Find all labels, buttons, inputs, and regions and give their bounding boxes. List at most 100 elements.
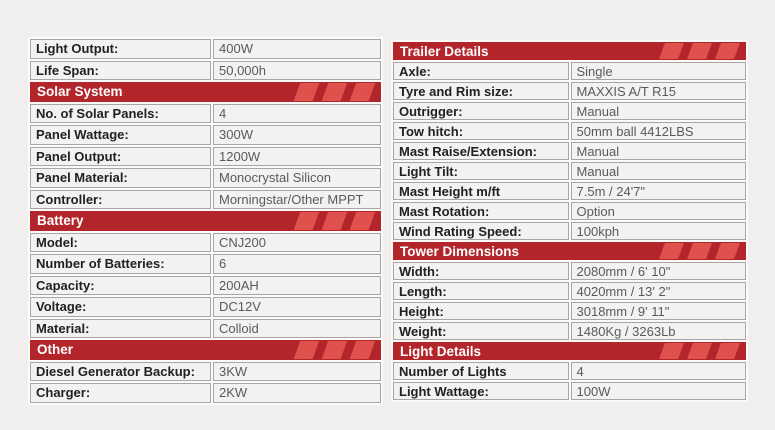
hazard-stripe-icon [321, 340, 348, 359]
spec-table-right: Trailer Details Axle: Single Tyre and Rim s… [391, 40, 748, 402]
spec-value: Manual [570, 102, 746, 120]
table-row: Panel Wattage: 300W [30, 125, 381, 145]
hazard-stripe-icon [293, 340, 320, 359]
table-row: Capacity: 200AH [30, 275, 381, 295]
spec-value: 50mm ball 4412LBS [570, 122, 746, 140]
spec-label: Model: [30, 232, 211, 252]
spec-value: CNJ200 [213, 232, 381, 252]
section-title: Battery [37, 213, 84, 229]
hazard-stripe-icon [714, 343, 741, 359]
hazard-stripe-icon [658, 243, 685, 259]
spec-value: 6 [213, 254, 381, 274]
spec-value: 3018mm / 9' 11" [570, 302, 746, 320]
section-header-row: Solar System [30, 82, 381, 102]
section-header: Other [30, 340, 381, 360]
spec-value: Manual [570, 142, 746, 160]
spec-label: Tyre and Rim size: [393, 82, 569, 100]
table-row: Light Tilt: Manual [393, 162, 746, 180]
spec-label: Charger: [30, 383, 211, 403]
table-row: Mast Rotation: Option [393, 202, 746, 220]
spec-label: Panel Material: [30, 168, 211, 188]
table-row: No. of Solar Panels: 4 [30, 103, 381, 123]
section-header: Light Details [393, 342, 746, 360]
table-row: Length: 4020mm / 13' 2" [393, 282, 746, 300]
spec-value: 1480Kg / 3263Lb [570, 322, 746, 340]
table-row: Width: 2080mm / 6' 10" [393, 262, 746, 280]
hazard-stripe-icon [714, 243, 741, 259]
spec-value: 4 [213, 103, 381, 123]
section-header: Tower Dimensions [393, 242, 746, 260]
table-row: Mast Raise/Extension: Manual [393, 142, 746, 160]
hazard-stripe-icon [686, 243, 713, 259]
spec-label: Material: [30, 318, 211, 338]
section-header-row: Battery [30, 211, 381, 231]
hazard-stripe-icon [349, 82, 376, 101]
table-row: Mast Height m/ft 7.5m / 24'7" [393, 182, 746, 200]
table-row: Outrigger: Manual [393, 102, 746, 120]
spec-value: MAXXIS A/T R15 [570, 82, 746, 100]
table-row: Tyre and Rim size: MAXXIS A/T R15 [393, 82, 746, 100]
spec-value: 400W [213, 39, 381, 59]
table-row: Model: CNJ200 [30, 232, 381, 252]
spec-value: Manual [570, 162, 746, 180]
spec-label: Number of Lights [393, 362, 569, 380]
table-row: Tow hitch: 50mm ball 4412LBS [393, 122, 746, 140]
hazard-stripe-icon [686, 43, 713, 59]
spec-label: Diesel Generator Backup: [30, 361, 211, 381]
section-header: Trailer Details [393, 42, 746, 60]
section-title: Tower Dimensions [400, 243, 520, 259]
spec-label: Life Span: [30, 60, 211, 80]
spec-value: 7.5m / 24'7" [570, 182, 746, 200]
spec-value: 4 [570, 362, 746, 380]
spec-table-left-body: Light Output: 400W Life Span: 50,000h Solar … [30, 39, 381, 403]
hazard-stripe-icon [714, 43, 741, 59]
spec-label: Light Tilt: [393, 162, 569, 180]
spec-value: 1200W [213, 146, 381, 166]
table-row: Weight: 1480Kg / 3263Lb [393, 322, 746, 340]
table-row: Number of Batteries: 6 [30, 254, 381, 274]
hazard-stripe-icon [293, 211, 320, 230]
spec-label: No. of Solar Panels: [30, 103, 211, 123]
spec-value: 2KW [213, 383, 381, 403]
spec-value: 50,000h [213, 60, 381, 80]
section-title: Solar System [37, 84, 123, 100]
spec-value: 200AH [213, 275, 381, 295]
spec-label: Panel Output: [30, 146, 211, 166]
table-row: Panel Output: 1200W [30, 146, 381, 166]
spec-label: Width: [393, 262, 569, 280]
spec-label: Mast Raise/Extension: [393, 142, 569, 160]
spec-label: Outrigger: [393, 102, 569, 120]
spec-value: DC12V [213, 297, 381, 317]
section-header-row: Tower Dimensions [393, 242, 746, 260]
spec-value: 4020mm / 13' 2" [570, 282, 746, 300]
hazard-stripe-icon [293, 82, 320, 101]
spec-sheet: Light Output: 400W Life Span: 50,000h Solar … [28, 37, 748, 405]
hazard-stripe-icon [658, 343, 685, 359]
table-row: Diesel Generator Backup: 3KW [30, 361, 381, 381]
hazard-stripe-icon [321, 211, 348, 230]
table-row: Voltage: DC12V [30, 297, 381, 317]
table-row: Number of Lights 4 [393, 362, 746, 380]
spec-label: Controller: [30, 189, 211, 209]
table-row: Axle: Single [393, 62, 746, 80]
spec-label: Length: [393, 282, 569, 300]
section-title: Other [37, 342, 74, 358]
hazard-stripe-icon [349, 340, 376, 359]
spec-value: 300W [213, 125, 381, 145]
table-row: Light Wattage: 100W [393, 382, 746, 400]
table-row: Panel Material: Monocrystal Silicon [30, 168, 381, 188]
table-row: Height: 3018mm / 9' 11" [393, 302, 746, 320]
spec-value: Option [570, 202, 746, 220]
spec-value: 100kph [570, 222, 746, 240]
spec-label: Light Wattage: [393, 382, 569, 400]
table-row: Life Span: 50,000h [30, 60, 381, 80]
hazard-stripe-icon [658, 43, 685, 59]
spec-value: Single [570, 62, 746, 80]
section-header-row: Other [30, 340, 381, 360]
spec-table-left: Light Output: 400W Life Span: 50,000h Solar … [28, 37, 383, 405]
spec-label: Axle: [393, 62, 569, 80]
section-header-row: Trailer Details [393, 42, 746, 60]
spec-label: Tow hitch: [393, 122, 569, 140]
spec-label: Capacity: [30, 275, 211, 295]
section-title: Light Details [400, 343, 482, 359]
